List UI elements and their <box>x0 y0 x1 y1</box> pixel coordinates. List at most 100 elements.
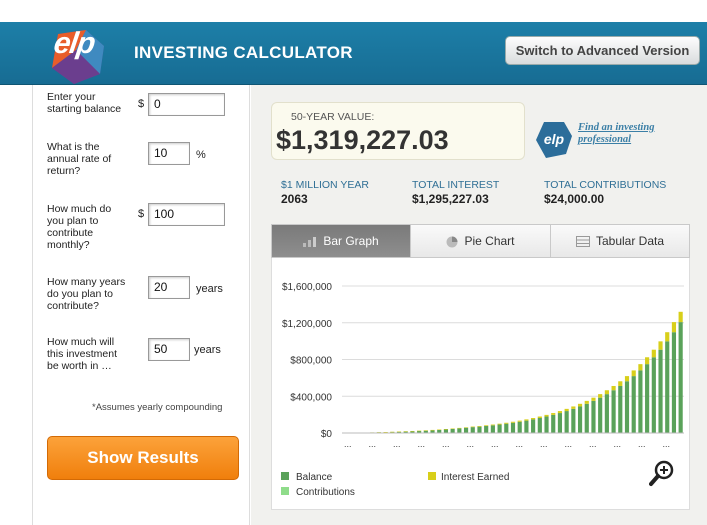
balance-bar <box>410 431 415 433</box>
label-line: Enter your <box>47 91 96 103</box>
balance-bar <box>423 430 428 433</box>
x-tick-label: ... <box>344 439 352 449</box>
balance-bar <box>443 429 449 433</box>
interest-bar <box>443 429 449 430</box>
balance-bar <box>417 430 422 433</box>
show-results-button[interactable]: Show Results <box>47 436 239 480</box>
elp-small-logo-icon: elp <box>536 122 572 158</box>
x-tick-label: ... <box>565 439 573 449</box>
label-line: do you plan to <box>47 288 113 300</box>
label-line: How much will <box>47 336 115 348</box>
tab-bar-graph[interactable]: Bar Graph <box>272 225 410 257</box>
interest-bar <box>531 418 536 420</box>
worth-in-unit: years <box>194 344 221 356</box>
x-tick-label: ... <box>589 439 597 449</box>
balance-bar <box>437 429 442 433</box>
balance-bar <box>665 341 670 433</box>
interest-bar <box>383 432 388 433</box>
balance-bar <box>477 426 482 433</box>
tab-pie-chart[interactable]: Pie Chart <box>411 225 550 257</box>
label-line: starting balance <box>47 103 122 115</box>
tab-label: Pie Chart <box>464 234 515 248</box>
x-tick-label: ... <box>663 439 671 449</box>
total-contributions-label: TOTAL CONTRIBUTIONS <box>544 179 667 191</box>
link-line: professional <box>578 134 632 145</box>
interest-bar <box>396 431 402 433</box>
zoom-icon[interactable] <box>649 459 675 487</box>
balance-bar <box>584 403 589 433</box>
balance-bar <box>430 430 435 433</box>
y-tick-label: $1,600,000 <box>282 282 332 293</box>
elp-logo-icon <box>52 30 104 84</box>
bar-chart: $1,600,000 $1,200,000 $800,000 $400,000 $0..… <box>282 282 684 449</box>
interest-bar <box>524 419 529 421</box>
balance-bar <box>403 431 408 433</box>
x-tick-label: ... <box>516 439 524 449</box>
total-contributions-value: $24,000.00 <box>544 192 605 206</box>
interest-bar <box>678 311 683 323</box>
interest-bar <box>470 426 475 428</box>
x-tick-label: ... <box>540 439 548 449</box>
interest-bar <box>376 432 381 433</box>
interest-bar <box>457 427 462 429</box>
tab-tabular-data[interactable]: Tabular Data <box>551 225 689 257</box>
app-header: elp INVESTING CALCULATOR Switch to Advan… <box>0 22 707 85</box>
rate-input[interactable]: 10 <box>148 142 190 165</box>
legend-interest-swatch <box>428 472 436 480</box>
y-tick-label: $1,200,000 <box>282 319 332 330</box>
y-tick-label: $400,000 <box>290 392 332 403</box>
interest-bar <box>477 426 482 427</box>
legend-contributions-label: Contributions <box>296 487 355 498</box>
x-tick-label: ... <box>393 439 401 449</box>
interest-bar <box>437 429 442 430</box>
interest-bar <box>624 376 630 382</box>
interest-bar <box>537 416 542 419</box>
interest-bar <box>611 385 616 391</box>
monthly-contribution-input[interactable]: 100 <box>148 203 225 226</box>
balance-bar <box>544 416 549 433</box>
interest-bar <box>638 364 643 371</box>
label-line: contribute <box>47 227 94 239</box>
balance-bar <box>490 425 495 433</box>
balance-bar <box>504 423 509 433</box>
svg-text:elp: elp <box>544 131 565 147</box>
starting-balance-input[interactable]: 0 <box>148 93 225 116</box>
balance-bar <box>631 376 636 433</box>
label-line: be worth in … <box>47 360 112 372</box>
balance-bar <box>537 418 542 433</box>
x-tick-label: ... <box>491 439 499 449</box>
label-line: return? <box>47 165 81 177</box>
balance-bar <box>658 349 663 433</box>
find-professional-link[interactable]: Find an investing professional <box>578 122 654 146</box>
currency-symbol: $ <box>138 208 145 220</box>
years-input[interactable]: 20 <box>148 276 190 299</box>
switch-advanced-button[interactable]: Switch to Advanced Version <box>505 36 700 65</box>
x-tick-label: ... <box>418 439 426 449</box>
years-label: How many years do you plan to contribute… <box>47 276 125 312</box>
interest-bar <box>584 400 589 404</box>
interest-bar <box>497 423 502 425</box>
value-label: 50-YEAR VALUE: <box>291 111 375 123</box>
balance-bar <box>531 419 536 433</box>
tab-label: Bar Graph <box>323 234 379 248</box>
balance-bar <box>651 357 656 433</box>
x-tick-label: ... <box>614 439 622 449</box>
legend-contributions-swatch <box>281 487 289 495</box>
legend-balance-label: Balance <box>296 472 333 483</box>
balance-bar <box>517 421 522 433</box>
interest-bar <box>665 332 670 342</box>
balance-bar <box>551 414 556 433</box>
interest-bar <box>618 381 623 386</box>
balance-bar <box>450 428 455 433</box>
balance-bar <box>497 424 502 433</box>
label-line: How many years <box>47 276 126 288</box>
balance-bar <box>591 400 596 433</box>
worth-in-input[interactable]: 50 <box>148 338 190 361</box>
elp-logo-text: elp <box>51 27 97 60</box>
balance-bar <box>598 397 603 433</box>
label-line: What is the <box>47 141 100 153</box>
value-box <box>271 102 525 160</box>
label-line: you plan to <box>47 215 99 227</box>
balance-bar <box>604 394 609 433</box>
x-tick-label: ... <box>369 439 377 449</box>
